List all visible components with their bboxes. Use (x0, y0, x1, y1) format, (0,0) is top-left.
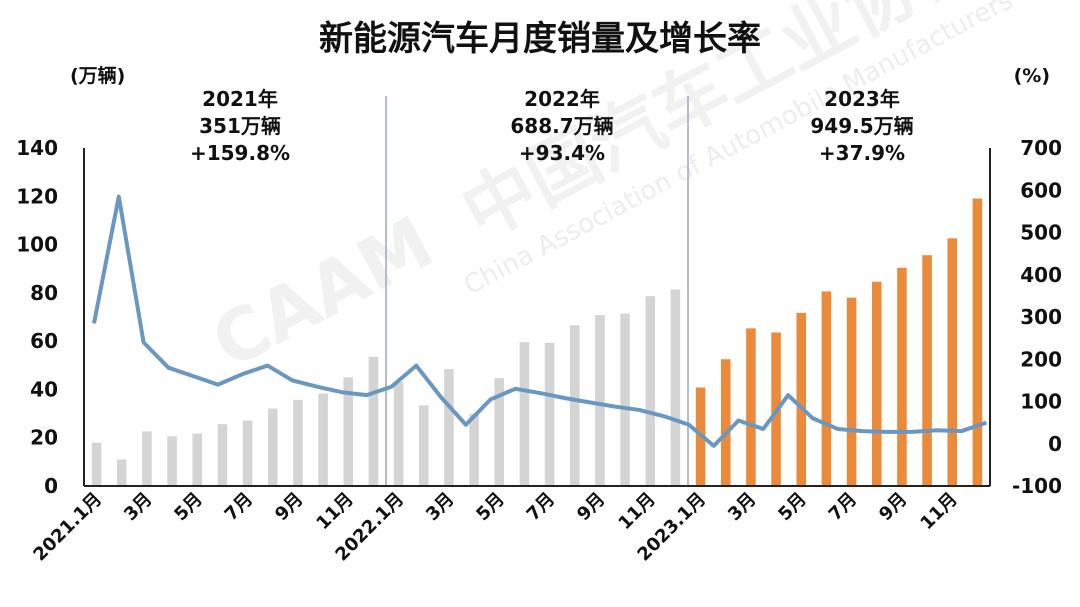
bar-series (91, 198, 983, 487)
sales-bar (116, 459, 127, 486)
sales-bar (821, 291, 832, 486)
right-axis-tick-label: 600 (1020, 178, 1062, 202)
x-axis-tick-label: 5月 (472, 489, 508, 525)
sales-bar (192, 433, 203, 486)
sales-bar (167, 436, 177, 486)
x-axis-tick-label: 11月 (312, 489, 357, 534)
annotation-total: 351万辆 (199, 114, 281, 138)
left-axis-unit: (万辆) (70, 64, 125, 87)
annotation-total: 949.5万辆 (810, 114, 913, 138)
right-axis-tick-label: 100 (1020, 390, 1062, 414)
sales-bar (796, 312, 807, 486)
right-axis-tick-label: 400 (1020, 263, 1062, 287)
sales-bar (595, 315, 605, 486)
sales-bar (318, 393, 328, 486)
x-axis-tick-label: 7月 (221, 489, 257, 525)
sales-bar (91, 442, 102, 486)
x-axis-tick-label: 3月 (724, 489, 760, 525)
sales-bar (645, 296, 656, 486)
x-axis-tick-label: 11月 (916, 489, 961, 534)
sales-bar (393, 381, 404, 486)
left-axis-tick-label: 40 (30, 377, 58, 401)
sales-bar (620, 313, 630, 486)
right-axis-tick-label: 700 (1020, 136, 1062, 160)
annotation-growth: +159.8% (190, 141, 290, 165)
sales-bar (544, 342, 555, 486)
sales-bar (720, 359, 731, 486)
plot-frame (385, 96, 689, 486)
right-axis-tick-label: -100 (1012, 474, 1062, 498)
sales-bar (972, 198, 983, 487)
right-axis-tick-label: 200 (1020, 347, 1062, 371)
left-axis-tick-label: 60 (30, 329, 58, 353)
sales-bar (494, 378, 505, 486)
right-axis-tick-label: 0 (1048, 432, 1062, 456)
annotation-year: 2023年 (824, 87, 900, 111)
sales-bar (922, 255, 932, 486)
x-axis-tick-label: 9月 (573, 489, 609, 525)
x-axis-tick-label: 3月 (120, 489, 156, 525)
sales-bar (469, 413, 479, 486)
sales-bar (746, 328, 756, 486)
x-axis-tick-label: 5月 (170, 489, 206, 525)
chart-title: 新能源汽车月度销量及增长率 (319, 19, 761, 59)
x-axis-tick-label: 11月 (614, 489, 659, 534)
left-axis-tick-label: 140 (16, 136, 58, 160)
sales-bar (846, 297, 857, 486)
right-axis-tick-label: 300 (1020, 305, 1062, 329)
left-axis-tick-label: 80 (30, 281, 58, 305)
x-axis-tick-label: 7月 (825, 489, 861, 525)
sales-bar (871, 281, 882, 486)
sales-bar (444, 369, 454, 486)
x-axis-tick-label: 3月 (422, 489, 458, 525)
left-axis-tick-label: 0 (44, 474, 58, 498)
annotation-year: 2022年 (524, 87, 600, 111)
sales-bar (343, 377, 354, 486)
annotation-total: 688.7万辆 (510, 114, 613, 138)
left-axis-tick-label: 120 (16, 184, 58, 208)
sales-bar (670, 289, 681, 486)
annotation-growth: +93.4% (519, 141, 605, 165)
x-axis-tick-label: 2021.1月 (29, 489, 106, 566)
growth-rate-line (92, 194, 988, 448)
sales-bar (267, 408, 278, 486)
x-axis-tick-label: 7月 (523, 489, 559, 525)
right-axis-tick-label: 500 (1020, 221, 1062, 245)
x-axis-tick-label: 9月 (875, 489, 911, 525)
sales-bar (217, 424, 228, 486)
sales-bar (293, 399, 303, 486)
sales-bar (519, 342, 530, 486)
left-axis-tick-label: 20 (30, 426, 58, 450)
sales-bar (569, 325, 580, 486)
watermark-logo: CAAM (199, 200, 447, 385)
sales-bar (142, 431, 152, 486)
right-axis-unit: (%) (1014, 65, 1050, 87)
year-annotations: 2021年 351万辆 +159.8% 2022年 688.7万辆 +93.4% 2023年… (190, 87, 914, 165)
annotation-year: 2021年 (202, 87, 278, 111)
sales-bar (947, 238, 958, 486)
growth-line-series (92, 194, 988, 448)
sales-bar (418, 405, 429, 486)
x-axis-tick-label: 9月 (271, 489, 307, 525)
annotation-growth: +37.9% (819, 141, 905, 165)
sales-bar (242, 420, 253, 486)
sales-bar (368, 356, 379, 486)
x-axis-tick-label: 5月 (774, 489, 810, 525)
sales-bar (897, 267, 907, 486)
left-axis-tick-label: 100 (16, 233, 58, 257)
